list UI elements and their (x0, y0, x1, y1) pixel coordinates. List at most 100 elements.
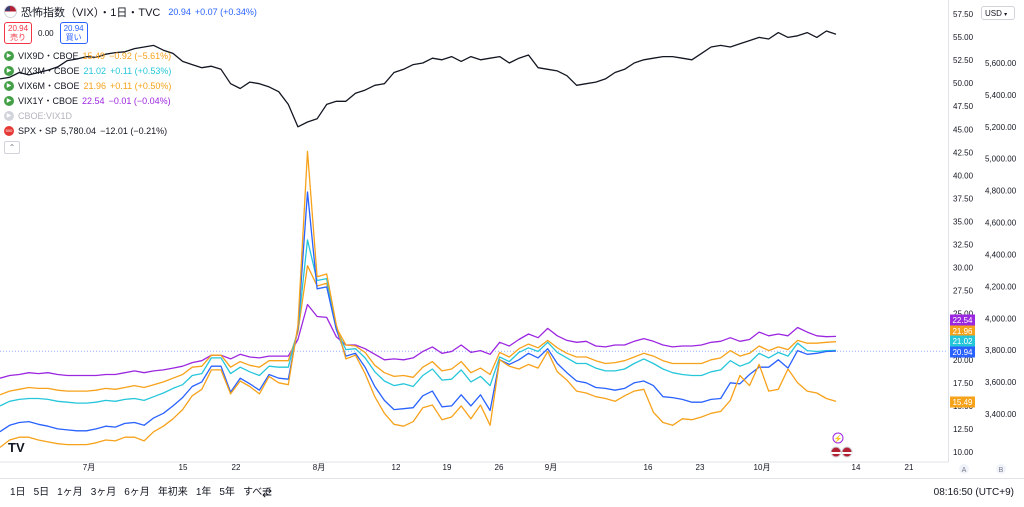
spx-tick-label: 5,400.00 (985, 91, 1017, 100)
spx-tick-label: 4,800.00 (985, 187, 1017, 196)
vix-tick-label: 35.00 (953, 217, 974, 226)
series-line-vix9d[interactable] (0, 150, 837, 448)
spx-tick-label: 4,600.00 (985, 219, 1017, 228)
last-value-badge (950, 346, 975, 358)
price-chart[interactable]: 7月 15 22 8月 12 19 26 9月 16 23 10月 14 21 TV ⚡ (0, 0, 948, 478)
last-value-badge (950, 325, 975, 337)
sell-button[interactable]: 20.94 売り (4, 22, 33, 44)
timeframe-button[interactable]: 6ヶ月 (124, 487, 150, 498)
timeframe-button[interactable]: 5年 (219, 487, 235, 498)
legend-item[interactable]: ▶ VIX6M・CBOE 21.96 +0.11 (+0.50%) (4, 78, 257, 93)
chart-area[interactable]: 7月 15 22 8月 12 19 26 9月 16 23 10月 14 21 TV ⚡ 恐怖指数（VIX）… (0, 0, 948, 472)
vix-tick-label: 42.50 (953, 148, 974, 157)
timeframe-button[interactable]: 1日 (10, 487, 26, 498)
play-icon: ▶ (4, 95, 14, 106)
price-axis-svg: 57.50 55.00 52.50 50.00 47.50 45.00 42.50 40.00… (950, 10, 1017, 474)
spx-tick-label: 4,400.00 (985, 250, 1017, 259)
vix-tick-label: 40.00 (953, 171, 974, 180)
series-line-vix[interactable] (0, 191, 837, 433)
vix-tick-label: 47.50 (953, 102, 974, 111)
flag-stripe (831, 452, 841, 454)
spx-tick-label: 3,600.00 (985, 378, 1017, 387)
series-line-spx[interactable] (0, 30, 837, 128)
buy-button[interactable]: 20.94 買い (59, 22, 88, 44)
timeframe-button[interactable]: 5日 (33, 487, 50, 498)
sell-label: 売り (10, 33, 27, 42)
price-axis[interactable]: 57.50 55.00 52.50 50.00 47.50 45.00 42.50 40.00… (948, 0, 1024, 474)
lightning-icon[interactable] (832, 432, 844, 444)
vix-tick-label: 45.00 (953, 125, 974, 134)
timeframe-button[interactable]: 1ヶ月 (57, 487, 83, 498)
play-icon: ▶ (4, 50, 14, 61)
x-tick-label: 19 (443, 463, 452, 472)
axis-toggle-label: B (999, 467, 1004, 474)
legend: 恐怖指数（VIX）・1日・TVC 20.94 +0.07 (+0.34%) 20… (4, 4, 257, 154)
legend-series-name: VIX1Y・CBOE (18, 96, 79, 106)
x-tick-label: 26 (495, 463, 504, 472)
currency-selector[interactable]: USD ▾ (981, 6, 1015, 20)
axis-toggle-button[interactable] (959, 464, 969, 474)
x-tick-label: 10月 (754, 463, 771, 472)
timeframe-button[interactable]: 年初来 (157, 487, 188, 498)
flag-stripe (842, 452, 852, 454)
last-value-badge (950, 335, 975, 347)
series-line-vix6m[interactable] (0, 265, 837, 396)
vix-tick-label: 52.50 (953, 56, 974, 65)
spx-tick-label: 3,800.00 (985, 346, 1017, 355)
legend-series-value: 5,780.04 (61, 125, 97, 136)
symbol-title[interactable]: 恐怖指数（VIX）・1日・TVC (21, 6, 161, 19)
timeframe-button[interactable]: 3ヶ月 (90, 487, 117, 498)
legend-item[interactable]: ▶ VIX9D・CBOE 15.49 −0.92 (−5.61%) (4, 48, 257, 63)
timeframe-button[interactable]: 1年 (195, 487, 212, 498)
legend-series-name: VIX6M・CBOE (18, 81, 80, 91)
legend-series-name: CBOE:VIX1D (18, 110, 73, 121)
axis-toggle-button[interactable] (996, 464, 1006, 474)
legend-item[interactable]: 500 SPX・SP 5,780.04 −12.01 (−0.21%) (4, 123, 257, 138)
legend-item[interactable]: ▶ VIX3M・CBOE 21.02 +0.11 (+0.53%) (4, 63, 257, 78)
vix-tick-label: 12.50 (953, 425, 974, 434)
collapse-legend-button[interactable]: ⌃ (4, 141, 20, 154)
legend-item[interactable]: ▶ VIX1Y・CBOE 22.54 −0.01 (−0.04%) (4, 93, 257, 108)
main-change: +0.07 (+0.34%) (194, 6, 257, 17)
series-line-vix1y[interactable] (0, 303, 837, 379)
x-tick-label: 8月 (313, 463, 325, 472)
series-line-vix3m[interactable] (0, 239, 837, 407)
compare-icon[interactable]: ⇄ (262, 486, 273, 500)
chevron-down-icon: ▾ (1004, 12, 1008, 18)
main-price: 20.94 (168, 6, 191, 17)
spx-tick-label: 5,200.00 (985, 123, 1017, 132)
vix-tick-label: 30.00 (953, 264, 974, 273)
legend-series-list: ▶ VIX9D・CBOE 15.49 −0.92 (−5.61%) ▶ VIX3M・CBO… (4, 48, 257, 138)
last-value-badge (950, 314, 975, 326)
play-icon: ▶ (4, 80, 14, 91)
legend-series-name: VIX9D・CBOE (18, 51, 79, 61)
spx-tick-label: 5,000.00 (985, 155, 1017, 164)
vix-tick-label: 25.00 (953, 310, 974, 319)
buy-price: 20.94 (63, 24, 84, 33)
last-value-label: 22.54 (952, 316, 973, 325)
spx-tick-label: 4,200.00 (985, 282, 1017, 291)
play-icon: ▶ (4, 110, 14, 121)
trade-box: 20.94 売り 0.00 20.94 買い (4, 22, 257, 44)
tradingview-logo: TV (8, 440, 25, 455)
play-icon: ▶ (4, 65, 14, 76)
legend-series-name: SPX・SP (18, 126, 58, 136)
vix-tick-label: 55.00 (953, 33, 974, 42)
timeframe-button[interactable]: すべて (242, 487, 272, 498)
x-tick-label: 16 (644, 463, 653, 472)
vix-tick-label: 57.50 (953, 10, 974, 19)
legend-series-value: 21.96 (83, 80, 107, 91)
legend-series-name: VIX3M・CBOE (18, 66, 80, 76)
last-value-label: 21.96 (952, 327, 973, 336)
legend-series-change: −12.01 (−0.21%) (100, 125, 168, 136)
bottom-toolbar: 1日 5日 1ヶ月 3ヶ月 6ヶ月 年初来 1年 5年 すべて ⇄ 08:16:50 (UTC+… (0, 478, 1024, 507)
last-value-label: 21.02 (952, 337, 973, 346)
legend-item[interactable]: ▶ CBOE:VIX1D (4, 108, 257, 123)
vix-tick-label: 17.50 (953, 379, 974, 388)
spx-tick-label: 4,000.00 (985, 314, 1017, 323)
last-value-badge (950, 396, 975, 408)
legend-header: 恐怖指数（VIX）・1日・TVC 20.94 +0.07 (+0.34%) (4, 4, 257, 19)
x-tick-label: 14 (852, 463, 861, 472)
us-flag-icon (4, 5, 17, 18)
clock[interactable]: 08:16:50 (UTC+9) (933, 487, 1014, 498)
